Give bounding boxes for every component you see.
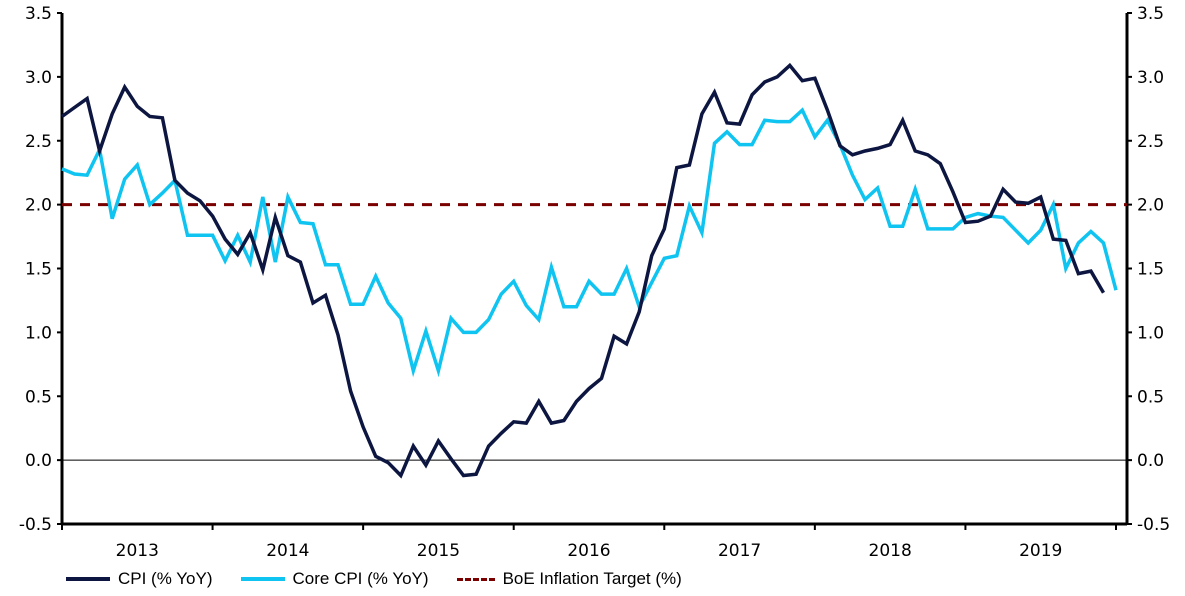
legend-swatch-cpi — [66, 577, 110, 581]
left-y-tick-label: 0.5 — [25, 387, 52, 407]
legend-label-core-cpi: Core CPI (% YoY) — [292, 569, 429, 588]
cpi-line — [60, 62, 1106, 479]
legend-item-boe-target: BoE Inflation Target (%) — [456, 569, 682, 589]
left-y-tick-label: 1.0 — [25, 323, 52, 343]
left-y-tick-label: 1.5 — [25, 260, 52, 280]
x-tick-label: 2014 — [266, 541, 309, 560]
right-y-tick-label: 1.5 — [1137, 260, 1164, 280]
right-y-tick-label: 2.0 — [1137, 196, 1164, 216]
core-cpi-line — [61, 107, 1118, 378]
x-tick-label: 2017 — [718, 541, 761, 560]
left-y-tick-label: 2.5 — [25, 132, 52, 152]
axes-group: -0.5 -0.5 0.0 0.0 0.5 0.5 1.0 1.0 1.5 1.5 2.0 2.0 2.… — [19, 4, 1170, 560]
x-tick-label: 2018 — [869, 541, 912, 560]
legend-item-cpi: CPI (% YoY) — [66, 569, 213, 589]
left-y-tick-label: 3.5 — [25, 4, 52, 24]
legend-label-cpi: CPI (% YoY) — [118, 569, 213, 588]
series-group — [60, 62, 1118, 479]
x-tick-label: 2019 — [1019, 541, 1062, 560]
x-tick-label: 2013 — [116, 541, 159, 560]
legend-item-core-cpi: Core CPI (% YoY) — [240, 569, 429, 589]
right-y-tick-label: 2.5 — [1137, 132, 1164, 152]
right-y-tick-label: 0.5 — [1137, 387, 1164, 407]
right-y-tick-label: -0.5 — [1137, 515, 1170, 535]
left-y-tick-label: -0.5 — [19, 515, 52, 535]
legend: CPI (% YoY) Core CPI (% YoY) BoE Inflati… — [66, 569, 710, 589]
x-tick-label: 2016 — [567, 541, 610, 560]
left-y-tick-label: 2.0 — [25, 196, 52, 216]
x-tick-label: 2015 — [417, 541, 460, 560]
right-y-tick-label: 3.0 — [1137, 68, 1164, 88]
right-y-tick-label: 0.0 — [1137, 451, 1164, 471]
left-y-tick-label: 3.0 — [25, 68, 52, 88]
legend-label-boe-target: BoE Inflation Target (%) — [502, 569, 682, 588]
right-y-tick-label: 3.5 — [1137, 4, 1164, 24]
inflation-chart: -0.5 -0.5 0.0 0.0 0.5 0.5 1.0 1.0 1.5 1.5 2.0 2.0 2.… — [19, 4, 1170, 560]
legend-swatch-boe-target — [456, 577, 495, 581]
right-y-tick-label: 1.0 — [1137, 323, 1164, 343]
legend-swatch-core-cpi — [240, 577, 285, 581]
left-y-tick-label: 0.0 — [25, 451, 52, 471]
